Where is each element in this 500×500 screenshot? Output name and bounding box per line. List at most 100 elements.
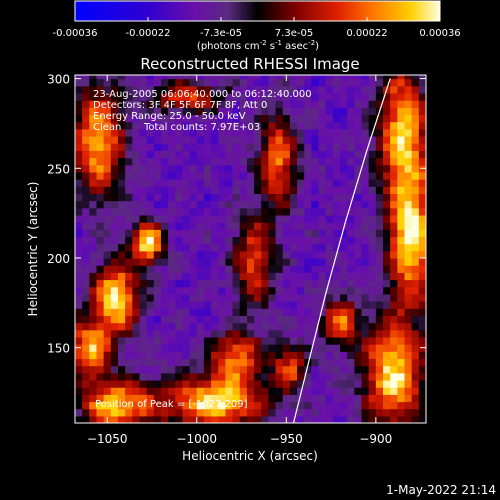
heatmap-cell	[418, 293, 426, 302]
heatmap-cell	[297, 121, 305, 130]
heatmap-cell	[89, 186, 98, 194]
heatmap-cell	[347, 293, 355, 302]
heatmap-cell	[182, 171, 191, 180]
heatmap-cell	[340, 408, 348, 417]
heatmap-cell	[318, 236, 327, 245]
heatmap-cell	[418, 372, 426, 381]
heatmap-cell	[96, 157, 105, 166]
heatmap-cell	[411, 344, 420, 352]
heatmap-cell	[153, 128, 162, 137]
heatmap-cell	[397, 193, 406, 202]
heatmap-cell	[146, 92, 155, 101]
heatmap-cell	[203, 315, 212, 324]
heatmap-cell	[397, 214, 406, 223]
heatmap-cell	[311, 401, 320, 410]
heatmap-cell	[75, 265, 83, 273]
heatmap-cell	[268, 150, 277, 159]
heatmap-cell	[268, 128, 277, 137]
heatmap-cell	[96, 394, 105, 403]
heatmap-cell	[383, 243, 391, 252]
heatmap-cell	[160, 272, 169, 281]
heatmap-cell	[261, 272, 269, 281]
colorbar	[74, 0, 441, 22]
heatmap-cell	[232, 85, 241, 94]
heatmap-cell	[96, 214, 105, 223]
heatmap-cell	[225, 336, 234, 345]
heatmap-cell	[218, 157, 227, 166]
heatmap-cell	[196, 329, 205, 338]
heatmap-cell	[361, 394, 370, 403]
heatmap-cell	[261, 214, 269, 223]
heatmap-cell	[404, 179, 413, 187]
heatmap-cell	[332, 150, 341, 159]
heatmap-cell	[175, 379, 184, 388]
heatmap-cell	[139, 265, 148, 273]
heatmap-cell	[96, 186, 105, 194]
heatmap-cell	[297, 135, 305, 144]
heatmap-cell	[103, 257, 112, 266]
heatmap-cell	[275, 401, 284, 410]
heatmap-cell	[96, 100, 105, 108]
heatmap-cell	[132, 387, 141, 395]
heatmap-cell	[268, 186, 277, 194]
heatmap-cell	[311, 135, 320, 144]
heatmap-cell	[304, 157, 312, 166]
heatmap-cell	[96, 128, 105, 137]
heatmap-cell	[368, 92, 377, 101]
heatmap-cell	[347, 229, 355, 238]
heatmap-cell	[189, 92, 198, 101]
heatmap-cell	[146, 128, 155, 137]
heatmap-cell	[361, 207, 370, 216]
heatmap-cell	[153, 100, 162, 108]
heatmap-cell	[211, 408, 219, 417]
heatmap-cell	[125, 358, 133, 367]
heatmap-cell	[132, 128, 141, 137]
heatmap-cell	[354, 214, 363, 223]
heatmap-cell	[318, 143, 327, 151]
heatmap-cell	[304, 286, 312, 295]
heatmap-cell	[218, 214, 227, 223]
heatmap-cell	[175, 329, 184, 338]
heatmap-cell	[418, 92, 426, 101]
heatmap-cell	[246, 128, 255, 137]
heatmap-cell	[82, 85, 90, 94]
heatmap-cell	[289, 157, 298, 166]
heatmap-cell	[418, 322, 426, 331]
heatmap-cell	[75, 179, 83, 187]
heatmap-cell	[153, 358, 162, 367]
heatmap-cell	[275, 121, 284, 130]
heatmap-cell	[196, 379, 205, 388]
heatmap-cell	[189, 257, 198, 266]
heatmap-cell	[168, 243, 176, 252]
heatmap-cell	[397, 75, 406, 80]
heatmap-cell	[289, 128, 298, 137]
heatmap-cell	[182, 344, 191, 352]
heatmap-cell	[153, 200, 162, 209]
heatmap-cell	[146, 150, 155, 159]
heatmap-cell	[232, 372, 241, 381]
heatmap-cell	[103, 344, 112, 352]
heatmap-cell	[275, 171, 284, 180]
heatmap-cell	[89, 250, 98, 259]
heatmap-cell	[404, 279, 413, 288]
heatmap-cell	[275, 186, 284, 194]
heatmap-cell	[318, 272, 327, 281]
heatmap-cell	[375, 272, 384, 281]
heatmap-cell	[311, 92, 320, 101]
heatmap-cell	[203, 272, 212, 281]
heatmap-cell	[340, 200, 348, 209]
heatmap-cell	[196, 387, 205, 395]
heatmap-cell	[139, 243, 148, 252]
heatmap-cell	[411, 121, 420, 130]
heatmap-cell	[275, 92, 284, 101]
heatmap-cell	[318, 214, 327, 223]
heatmap-cell	[132, 121, 141, 130]
heatmap-cell	[289, 401, 298, 410]
heatmap-cell	[340, 279, 348, 288]
heatmap-cell	[232, 265, 241, 273]
heatmap-cell	[182, 279, 191, 288]
heatmap-cell	[203, 286, 212, 295]
heatmap-cell	[325, 344, 334, 352]
heatmap-cell	[268, 358, 277, 367]
heatmap-cell	[332, 186, 341, 194]
